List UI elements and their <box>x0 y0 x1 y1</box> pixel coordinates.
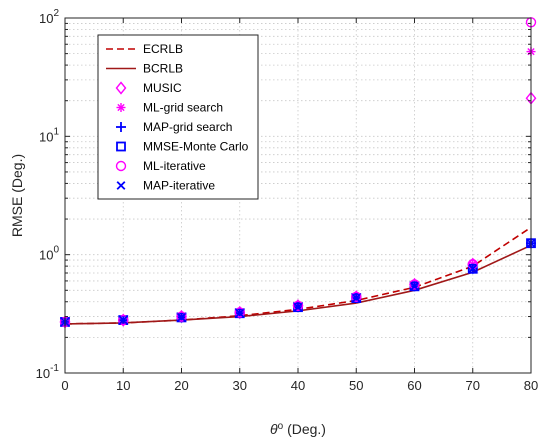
legend-marker <box>115 160 127 172</box>
legend-entry-map-grid-search: MAP-grid search <box>116 120 232 134</box>
legend-entry-mmse-monte-carlo: MMSE-Monte Carlo <box>116 140 249 154</box>
data-point-map-iterative <box>410 281 419 291</box>
legend-marker <box>116 103 126 112</box>
legend-entry-ml-grid-search: ML-grid search <box>116 101 223 115</box>
data-point-ml-iterative <box>292 300 304 311</box>
legend-marker <box>116 141 126 152</box>
legend: ECRLB BCRLB MUSIC ML-grid search MAP-grid se… <box>97 34 259 200</box>
data-point-map-iterative <box>118 315 128 325</box>
legend-box <box>97 34 259 200</box>
x-axis-label: θo (Deg.) <box>270 421 326 438</box>
series-group <box>59 17 537 329</box>
data-point-map-iterative <box>235 308 245 318</box>
data-point-ml-iterative <box>409 279 420 290</box>
legend-label: MMSE-Monte Carlo <box>143 140 249 154</box>
x-axis-label-text: (Deg.) <box>283 421 326 437</box>
legend-entry-ecrlb: ECRLB <box>106 42 183 56</box>
y-tick-label: 101 <box>39 126 59 144</box>
y-tick-label: 10-1 <box>36 363 60 381</box>
legend-label: ML-grid search <box>143 101 223 115</box>
x-tick-label: 30 <box>233 378 247 393</box>
data-point-map-iterative <box>468 264 478 274</box>
data-point-mmse-monte-carlo <box>467 263 478 274</box>
legend-label: MAP-iterative <box>143 179 215 193</box>
legend-entry-bcrlb: BCRLB <box>106 62 183 76</box>
legend-marker <box>116 181 126 190</box>
legend-entry-ml-iterative: ML-iterative <box>115 159 206 173</box>
data-point-map-iterative <box>351 293 361 303</box>
x-tick-label: 70 <box>466 378 480 393</box>
data-point-ml-iterative <box>118 314 129 326</box>
x-axis-label-symbol: θ <box>270 421 278 437</box>
x-tick-label: 50 <box>349 378 363 393</box>
data-point-map-iterative <box>177 312 186 322</box>
y-axis-label: RMSE (Deg.) <box>9 154 25 237</box>
legend-label: MUSIC <box>143 81 182 95</box>
x-tick-label: 10 <box>116 378 130 393</box>
x-tick-label: 40 <box>291 378 305 393</box>
legend-label: ML-iterative <box>143 159 206 173</box>
legend-marker <box>115 81 127 95</box>
data-point-map-iterative <box>293 302 303 312</box>
x-tick-label: 20 <box>174 378 188 393</box>
x-tick-label: 0 <box>61 378 68 393</box>
legend-entry-music: MUSIC <box>115 81 182 95</box>
data-point-ml-iterative <box>234 307 245 318</box>
legend-label: ECRLB <box>143 42 183 56</box>
axis-ticks: 0 10 20 30 40 50 60 70 80 10-1 100 101 102 <box>36 8 539 393</box>
data-point-ml-iterative <box>176 311 187 322</box>
x-axis-label-superscript: o <box>278 421 284 432</box>
series-map-iterative <box>60 238 536 327</box>
grid <box>65 18 531 373</box>
x-tick-label: 80 <box>524 378 538 393</box>
y-tick-label: 102 <box>39 8 59 26</box>
x-tick-label: 60 <box>407 378 421 393</box>
legend-marker <box>116 122 126 132</box>
legend-entry-map-iterative: MAP-iterative <box>116 179 215 193</box>
y-tick-label: 100 <box>39 245 59 263</box>
data-point-ml-iterative <box>351 291 362 303</box>
legend-label: BCRLB <box>143 62 183 76</box>
legend-label: MAP-grid search <box>143 120 232 134</box>
